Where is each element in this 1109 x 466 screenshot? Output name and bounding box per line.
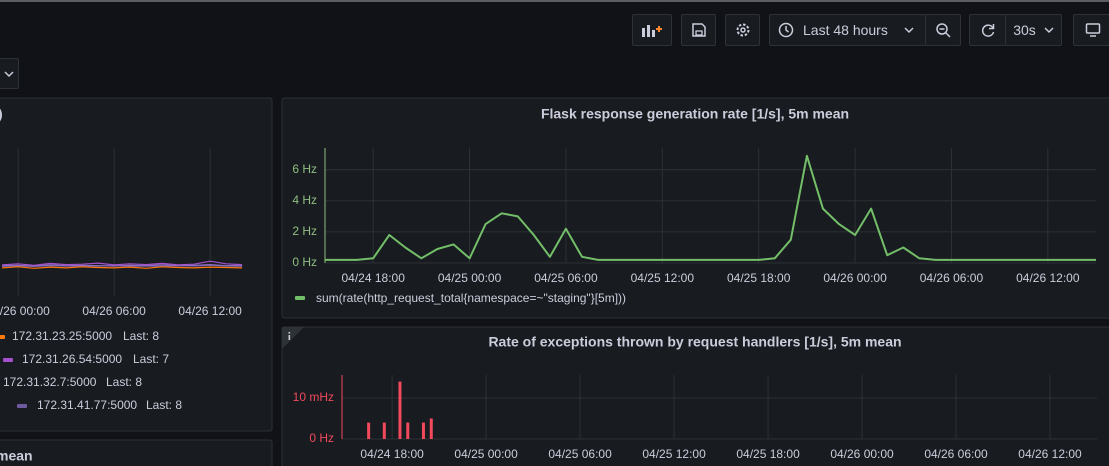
spike xyxy=(421,422,425,439)
variable-dropdown[interactable] xyxy=(0,58,19,89)
spike xyxy=(367,422,371,439)
info-icon xyxy=(288,332,291,334)
x-tick-label: 04/26 06:00 xyxy=(920,271,984,285)
y-tick-label: 0 Hz xyxy=(309,431,334,445)
add-panel-button[interactable] xyxy=(632,14,672,46)
info-icon xyxy=(288,335,291,340)
series-line xyxy=(325,154,1096,261)
panel xyxy=(0,97,273,432)
settings-button[interactable] xyxy=(725,14,760,46)
legend-label: sum(rate(http_request_total{namespace=~"… xyxy=(316,291,626,305)
save-icon xyxy=(691,23,706,37)
refresh-button[interactable] xyxy=(969,14,1006,46)
x-tick-label: 04/24 18:00 xyxy=(360,447,424,461)
zoom-out-button[interactable] xyxy=(925,14,961,46)
x-tick-label: 04/26 12:00 xyxy=(1018,447,1082,461)
legend-value: Last: 8 xyxy=(146,398,182,412)
info-corner xyxy=(282,327,304,349)
series-line xyxy=(2,264,243,267)
spike xyxy=(398,381,402,439)
panel-title: Rate of exceptions thrown by request han… xyxy=(488,334,901,350)
tv-icon xyxy=(1085,23,1101,37)
add-panel-icon xyxy=(642,25,662,37)
legend-marker xyxy=(17,404,27,408)
x-tick-label: 04/26 12:00 xyxy=(178,304,242,318)
series-line xyxy=(2,260,243,266)
legend-label: 172.31.26.54:5000 xyxy=(22,352,122,366)
legend-label: 172.31.23.25:5000 xyxy=(12,329,112,343)
top-border xyxy=(0,0,1109,2)
legend-marker xyxy=(295,296,305,300)
y-tick-label: 0 Hz xyxy=(292,255,317,269)
legend-marker xyxy=(0,335,5,339)
legend-value: Last: 7 xyxy=(133,352,169,366)
panel-title: Flask response generation rate [1/s], 5m… xyxy=(541,106,849,122)
panel-content: mean xyxy=(0,448,33,464)
series-line xyxy=(2,264,243,267)
tv-mode-button[interactable] xyxy=(1073,14,1109,46)
chevron-icon xyxy=(3,70,14,77)
refresh-interval: 30s xyxy=(1013,22,1036,38)
x-tick-label: 04/25 00:00 xyxy=(454,447,518,461)
y-tick-label: 2 Hz xyxy=(292,224,317,238)
y-tick-label: 6 Hz xyxy=(292,162,317,176)
y-tick-label: 4 Hz xyxy=(292,193,317,207)
x-tick-label: 04/25 18:00 xyxy=(736,447,800,461)
zoom-out-icon xyxy=(936,23,951,38)
x-tick-label: 04/25 18:00 xyxy=(727,271,791,285)
x-tick-label: 04/26 00:00 xyxy=(823,271,887,285)
panel-content: ) 04/26 00:00 04/26 06:00 04/26 12:00 172.31… xyxy=(0,106,242,412)
spike xyxy=(406,422,410,439)
refresh-interval-picker[interactable]: 30s xyxy=(1005,14,1062,46)
x-tick-label: 04/26 06:00 xyxy=(924,447,988,461)
legend-value: Last: 8 xyxy=(106,375,142,389)
x-tick-label: 04/26 00:00 xyxy=(830,447,894,461)
legend-marker xyxy=(3,358,13,362)
panel xyxy=(0,439,273,466)
panel-content: Rate of exceptions thrown by request han… xyxy=(293,334,1097,461)
x-tick-label: 04/25 06:00 xyxy=(534,271,598,285)
clock-icon xyxy=(778,22,794,38)
x-tick-label: 04/25 12:00 xyxy=(631,271,695,285)
legend-value: Last: 8 xyxy=(123,329,159,343)
panel-title: ) xyxy=(0,106,3,122)
time-picker[interactable]: Last 48 hours xyxy=(769,14,926,46)
save-button[interactable] xyxy=(681,14,716,46)
refresh-icon xyxy=(981,24,994,37)
settings-icon xyxy=(736,23,749,37)
panel xyxy=(281,97,1109,319)
panel-content: Flask response generation rate [1/s], 5m… xyxy=(292,106,1096,305)
chevron-icon xyxy=(904,27,914,34)
series-line xyxy=(2,266,243,269)
x-tick-label: 04/26 12:00 xyxy=(1016,271,1080,285)
x-tick-label: 04/24 18:00 xyxy=(341,271,405,285)
spike xyxy=(429,418,433,439)
x-tick-label: 04/26 06:00 xyxy=(82,304,146,318)
panel-title: mean xyxy=(0,448,33,464)
x-tick-label: 04/25 00:00 xyxy=(438,271,502,285)
spike xyxy=(382,422,386,439)
legend-label: 172.31.32.7:5000 xyxy=(3,375,97,389)
x-tick-label: 04/26 00:00 xyxy=(0,304,50,318)
y-tick-label: 10 mHz xyxy=(293,390,334,404)
x-tick-label: 04/25 06:00 xyxy=(548,447,612,461)
legend-label: 172.31.41.77:5000 xyxy=(37,398,137,412)
x-tick-label: 04/25 12:00 xyxy=(642,447,706,461)
chevron-icon xyxy=(1044,27,1054,34)
panel xyxy=(281,326,1109,466)
time-range: Last 48 hours xyxy=(803,22,888,38)
